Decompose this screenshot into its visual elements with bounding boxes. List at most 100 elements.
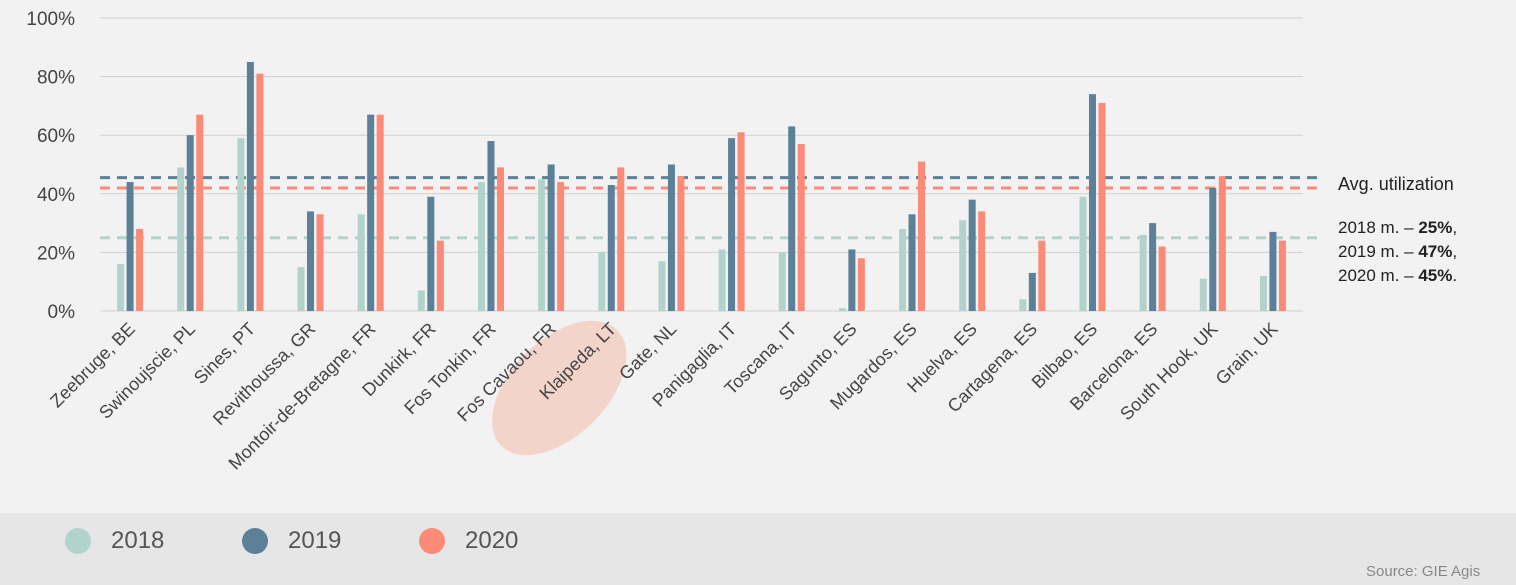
bar-2019 bbox=[1088, 94, 1096, 312]
bar-2019 bbox=[607, 185, 615, 311]
y-tick-label: 20% bbox=[37, 243, 75, 264]
bar-2019 bbox=[126, 182, 134, 311]
bar-2020 bbox=[617, 167, 625, 311]
bar-2019 bbox=[908, 214, 916, 311]
source-note: Source: GIE Agis bbox=[1366, 563, 1481, 580]
legend-dot-2018 bbox=[65, 528, 91, 554]
reference-lines bbox=[100, 176, 1322, 240]
bar-2020 bbox=[797, 143, 805, 311]
bar-2020 bbox=[978, 211, 986, 311]
legend-item-2018: 2018 bbox=[65, 521, 164, 561]
avg-prefix: 2020 m. – bbox=[1338, 266, 1419, 285]
avg-value: 47% bbox=[1418, 242, 1453, 261]
bar-2018 bbox=[477, 182, 485, 311]
bar-2019 bbox=[848, 249, 856, 311]
bar-2019 bbox=[367, 114, 375, 311]
y-tick-label: 80% bbox=[37, 68, 75, 89]
bar-2020 bbox=[1278, 240, 1286, 311]
avg-value: 45% bbox=[1418, 266, 1453, 285]
bar-layer bbox=[117, 61, 1286, 312]
bar-2019 bbox=[186, 135, 194, 311]
bar-2018 bbox=[718, 249, 726, 311]
bar-2019 bbox=[487, 141, 495, 311]
bar-2020 bbox=[196, 114, 204, 311]
bar-2020 bbox=[677, 176, 685, 311]
bar-2018 bbox=[658, 261, 666, 311]
avg-line-2018: 2018 m. – 25%, bbox=[1338, 216, 1508, 240]
y-tick-label: 60% bbox=[37, 126, 75, 147]
legend-label-2019: 2019 bbox=[288, 527, 342, 554]
bar-2020 bbox=[737, 132, 745, 311]
chart: 0% 20% 40% 60% 80% 100% Zeebruge, BESwinoujsc… bbox=[26, 9, 1322, 474]
avg-suffix: , bbox=[1452, 242, 1458, 261]
bar-2019 bbox=[667, 164, 675, 311]
avg-utilization-panel: Avg. utilization 2018 m. – 25%, 2019 m. … bbox=[1338, 172, 1508, 288]
bar-2018 bbox=[1199, 278, 1207, 311]
bar-2019 bbox=[788, 126, 796, 311]
bar-2020 bbox=[1218, 176, 1226, 311]
bar-2018 bbox=[417, 290, 425, 311]
y-tick-label: 100% bbox=[26, 9, 75, 30]
bar-2019 bbox=[968, 199, 976, 311]
bar-2020 bbox=[918, 161, 926, 311]
bar-2018 bbox=[1079, 196, 1087, 311]
bar-2019 bbox=[1149, 223, 1157, 311]
legend-bar bbox=[0, 513, 1516, 585]
bar-2020 bbox=[316, 214, 324, 311]
avg-suffix: , bbox=[1452, 218, 1458, 237]
avg-line-2019: 2019 m. – 47%, bbox=[1338, 240, 1508, 264]
bar-2020 bbox=[557, 182, 565, 311]
legend-dot-2019 bbox=[242, 528, 268, 554]
bar-2018 bbox=[1259, 275, 1267, 311]
bar-2018 bbox=[357, 214, 365, 311]
avg-utilization-title: Avg. utilization bbox=[1338, 174, 1454, 194]
bar-2019 bbox=[1028, 272, 1036, 311]
bar-2018 bbox=[117, 264, 125, 311]
bar-2018 bbox=[297, 267, 305, 311]
avg-suffix: . bbox=[1452, 266, 1458, 285]
bar-2019 bbox=[307, 211, 315, 311]
highlight-ellipse bbox=[492, 320, 627, 456]
grid-layer bbox=[100, 17, 1303, 312]
bar-2018 bbox=[1139, 234, 1147, 311]
bar-2020 bbox=[136, 228, 144, 311]
bar-2020 bbox=[376, 114, 384, 311]
x-tick-label: Revithoussa, GR bbox=[209, 319, 319, 429]
bar-2018 bbox=[1019, 299, 1027, 311]
bar-2018 bbox=[959, 220, 967, 311]
bar-2020 bbox=[857, 258, 865, 311]
bar-2019 bbox=[1209, 187, 1217, 311]
bar-2018 bbox=[177, 167, 185, 311]
bar-2018 bbox=[237, 138, 245, 311]
avg-value: 25% bbox=[1418, 218, 1453, 237]
y-tick-label: 40% bbox=[37, 185, 75, 206]
bar-2018 bbox=[598, 252, 606, 311]
bar-2020 bbox=[1098, 102, 1106, 311]
bar-2018 bbox=[899, 228, 907, 311]
bar-2020 bbox=[1158, 246, 1166, 311]
bar-2018 bbox=[778, 252, 786, 311]
bar-2019 bbox=[728, 138, 736, 311]
bar-2020 bbox=[436, 240, 444, 311]
bar-2019 bbox=[547, 164, 555, 311]
highlight-layer bbox=[492, 320, 627, 456]
y-axis-ticks: 0% 20% 40% 60% 80% 100% bbox=[26, 9, 75, 323]
legend-label-2020: 2020 bbox=[465, 527, 519, 554]
bar-2018 bbox=[538, 179, 546, 311]
x-tick-label: Grain, UK bbox=[1212, 319, 1282, 389]
y-tick-label: 0% bbox=[48, 302, 76, 323]
bar-2020 bbox=[1038, 240, 1046, 311]
bar-2019 bbox=[1269, 231, 1277, 311]
bar-2019 bbox=[427, 196, 435, 311]
legend-item-2019: 2019 bbox=[242, 521, 341, 561]
avg-line-2020: 2020 m. – 45%. bbox=[1338, 264, 1508, 288]
bar-2020 bbox=[496, 167, 504, 311]
legend-dot-2020 bbox=[419, 528, 445, 554]
bar-2018 bbox=[838, 308, 846, 311]
legend-label-2018: 2018 bbox=[111, 527, 165, 554]
bar-2019 bbox=[246, 61, 254, 312]
bar-2020 bbox=[256, 73, 264, 311]
avg-prefix: 2018 m. – bbox=[1338, 218, 1419, 237]
legend-item-2020: 2020 bbox=[419, 521, 518, 561]
